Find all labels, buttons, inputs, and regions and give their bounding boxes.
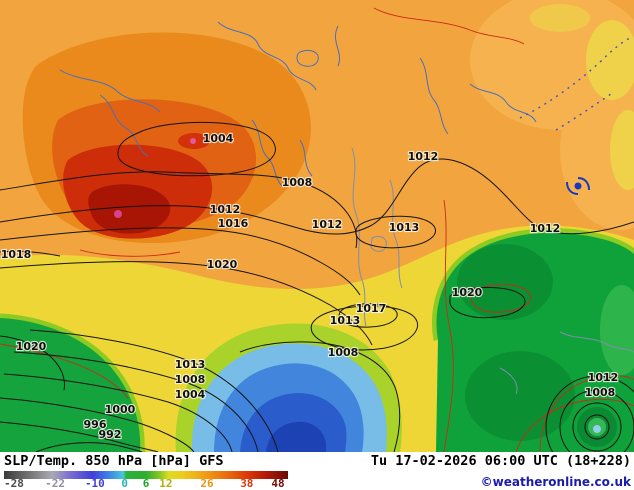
pressure-label: 1000	[105, 403, 136, 416]
scale-tick: 38	[240, 477, 254, 490]
scale-tick: -28	[4, 477, 24, 490]
pressure-label: 1004	[203, 132, 234, 145]
pressure-label: 1012	[408, 150, 439, 163]
temperature-scale-bar	[4, 471, 288, 479]
pressure-label: 1016	[218, 217, 249, 230]
coastlines	[59, 21, 634, 395]
pressure-label: 1018	[1, 248, 32, 261]
pressure-label: 1008	[328, 346, 359, 359]
pressure-label: 1008	[282, 176, 313, 189]
copyright-text: ©weatheronline.co.uk	[480, 475, 631, 489]
scale-tick: 6	[142, 477, 150, 490]
scale-tick: -22	[45, 477, 66, 490]
pressure-label: 1004	[175, 388, 206, 401]
pressure-label: 1020	[16, 340, 47, 353]
pressure-label: 996	[84, 418, 107, 431]
pressure-label: 1012	[210, 203, 241, 216]
pressure-label: 1020	[207, 258, 238, 271]
pressure-label: 1012	[530, 222, 561, 235]
scale-tick: 48	[271, 477, 285, 490]
temperature-scale-ticks: -28 -22 -10 0 6 12 26 38 48	[4, 478, 288, 490]
pressure-label: 1012	[588, 371, 619, 384]
map-datetime: Tu 17-02-2026 06:00 UTC (18+228)	[370, 453, 631, 469]
map-footer: SLP/Temp. 850 hPa [hPa] GFS Tu 17-02-202…	[0, 452, 634, 490]
pressure-label: 1008	[175, 373, 206, 386]
pressure-label: 1013	[175, 358, 206, 371]
pressure-label: 1013	[389, 221, 420, 234]
scale-tick: 0	[121, 477, 128, 490]
scale-tick: 12	[159, 477, 173, 490]
pressure-label: 1017	[356, 302, 387, 315]
temperature-contours	[0, 7, 634, 452]
scale-tick: 26	[200, 477, 214, 490]
pressure-label: 1012	[312, 218, 343, 231]
pressure-label: 992	[99, 428, 122, 441]
tropical-cyclone-icon	[566, 177, 590, 195]
pressure-label: 1013	[330, 314, 361, 327]
scale-tick: -10	[84, 477, 105, 490]
map-title: SLP/Temp. 850 hPa [hPa] GFS	[4, 453, 224, 469]
pressure-label: 1008	[585, 386, 616, 399]
isobars	[0, 121, 634, 452]
pressure-label: 1020	[452, 286, 483, 299]
